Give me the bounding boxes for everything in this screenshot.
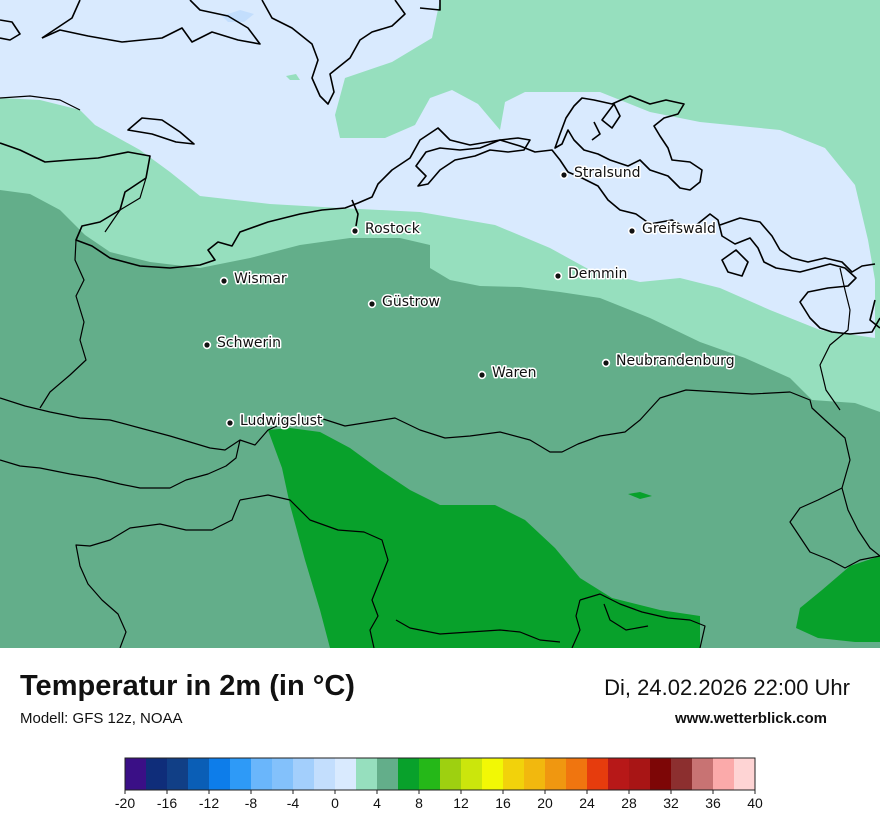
- scale-swatch: [272, 758, 294, 790]
- scale-swatch: [167, 758, 189, 790]
- city-wismar: Wismar: [219, 270, 288, 289]
- city-label: Ludwigslust: [240, 413, 323, 429]
- scale-swatch: [587, 758, 609, 790]
- city-marker-dot: [553, 271, 563, 281]
- scale-swatch: [734, 758, 756, 790]
- city-marker-dot: [601, 358, 611, 368]
- scale-tick-label: 20: [537, 795, 553, 811]
- city-neubrandenburg: Neubrandenburg: [601, 352, 736, 371]
- scale-tick-label: 40: [747, 795, 763, 811]
- scale-swatch: [713, 758, 735, 790]
- city-label: Waren: [492, 365, 536, 381]
- city-marker-dot: [477, 370, 487, 380]
- city-label: Wismar: [234, 271, 287, 287]
- scale-swatch: [125, 758, 147, 790]
- footer: Temperatur in 2m (in °C) Modell: GFS 12z…: [0, 648, 880, 830]
- city-demmin: Demmin: [553, 265, 629, 284]
- city-marker-dot: [627, 226, 637, 236]
- city-marker-dot: [202, 340, 212, 350]
- zone-6-8: [796, 556, 880, 642]
- city-label: Demmin: [568, 266, 627, 282]
- zone-2-4: [286, 74, 300, 80]
- model-info: Modell: GFS 12z, NOAA: [20, 710, 183, 727]
- scale-tick-label: -20: [115, 795, 135, 811]
- city-label: Stralsund: [574, 165, 641, 181]
- city-label: Güstrow: [382, 294, 440, 310]
- district-borders: [0, 95, 880, 648]
- scale-tick-label: 36: [705, 795, 721, 811]
- city-marker-dot: [225, 418, 235, 428]
- color-scale-legend: -20 -16 -12 -8 -4 0 4 8 12 16 20 24 28 32 36 40: [115, 757, 763, 811]
- scale-tick-label: 24: [579, 795, 595, 811]
- scale-tick-label: 32: [663, 795, 679, 811]
- scale-swatch: [209, 758, 231, 790]
- city-stralsund: Stralsund: [559, 164, 642, 183]
- scale-swatch: [671, 758, 693, 790]
- city-marker-dot: [367, 299, 377, 309]
- scale-swatch: [440, 758, 462, 790]
- scale-swatch: [692, 758, 714, 790]
- city-waren: Waren: [477, 364, 538, 383]
- zone-6-8: [268, 428, 700, 648]
- scale-tick-label: -12: [199, 795, 219, 811]
- city-markers: Rostock Stralsund Greifswald Wismar Demmin Gü…: [202, 164, 736, 431]
- scale-swatch: [419, 758, 441, 790]
- website-link: www.wetterblick.com: [675, 710, 827, 727]
- scale-tick-label: -4: [287, 795, 300, 811]
- valid-datetime: Di, 24.02.2026 22:00 Uhr: [604, 675, 850, 700]
- scale-tick-label: -8: [245, 795, 258, 811]
- scale-swatch: [566, 758, 588, 790]
- scale-swatch: [608, 758, 630, 790]
- scale-tick-label: 16: [495, 795, 511, 811]
- scale-swatch: [314, 758, 336, 790]
- city-greifswald: Greifswald: [627, 220, 717, 239]
- scale-swatch: [335, 758, 357, 790]
- scale-swatch: [524, 758, 546, 790]
- city-label: Rostock: [365, 221, 421, 237]
- scale-swatch: [482, 758, 504, 790]
- scale-tick-label: 0: [331, 795, 339, 811]
- scale-swatch: [356, 758, 378, 790]
- city-label: Neubrandenburg: [616, 353, 735, 369]
- zone-6-8: [628, 492, 652, 499]
- scale-swatch: [461, 758, 483, 790]
- city-label: Schwerin: [217, 335, 281, 351]
- city-schwerin: Schwerin: [202, 334, 283, 353]
- scale-swatch: [230, 758, 252, 790]
- scale-swatch: [650, 758, 672, 790]
- scale-swatch: [188, 758, 210, 790]
- scale-swatch: [251, 758, 273, 790]
- scale-tick-label: 28: [621, 795, 637, 811]
- city-label: Greifswald: [642, 221, 716, 237]
- zone-0-2: [222, 10, 254, 22]
- city-marker-dot: [559, 170, 569, 180]
- zone-0-2: [0, 0, 875, 338]
- scale-tick-label: 4: [373, 795, 381, 811]
- scale-tick-label: 12: [453, 795, 469, 811]
- map-title: Temperatur in 2m (in °C): [20, 670, 355, 702]
- scale-tick-label: 8: [415, 795, 423, 811]
- scale-swatch: [293, 758, 315, 790]
- temperature-map: Rostock Stralsund Greifswald Wismar Demmin Gü…: [0, 0, 880, 648]
- scale-swatch: [629, 758, 651, 790]
- scale-swatch: [398, 758, 420, 790]
- scale-tick-label: -16: [157, 795, 177, 811]
- scale-swatch: [146, 758, 168, 790]
- scale-border: [124, 757, 756, 791]
- city-marker-dot: [219, 276, 229, 286]
- city-marker-dot: [350, 226, 360, 236]
- city-ludwigslust: Ludwigslust: [225, 412, 324, 431]
- scale-swatch: [377, 758, 399, 790]
- scale-swatch: [545, 758, 567, 790]
- scale-swatch: [503, 758, 525, 790]
- city-rostock: Rostock: [350, 220, 422, 239]
- city-guestrow: Güstrow: [367, 293, 441, 312]
